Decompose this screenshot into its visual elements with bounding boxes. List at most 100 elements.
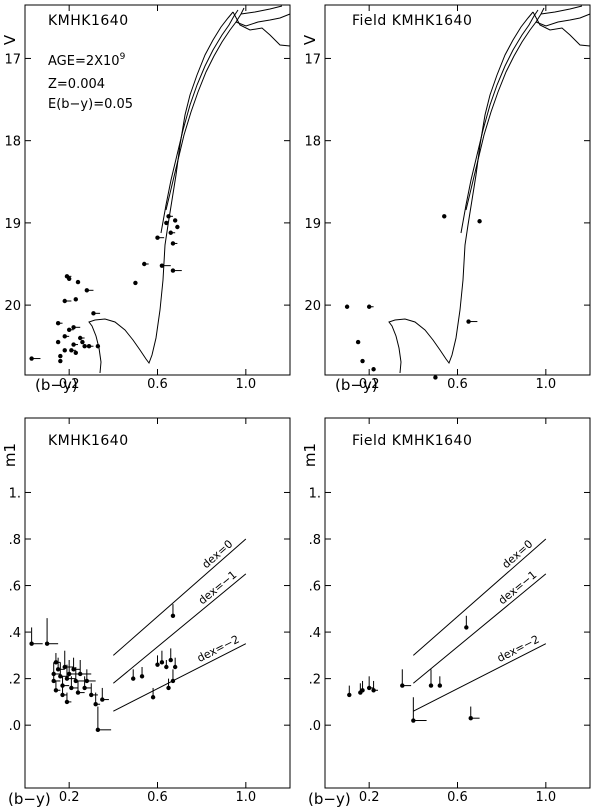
- data-point: [175, 224, 180, 230]
- x-tick-label: 0.2: [59, 377, 80, 392]
- data-point: [78, 335, 83, 341]
- data-point: [164, 664, 169, 670]
- x-tick-label: 1.0: [535, 790, 556, 805]
- y-tick-label: .0: [309, 719, 321, 734]
- y-tick-label: 18: [4, 135, 21, 150]
- data-point: [91, 311, 96, 316]
- dex-line: [413, 573, 547, 684]
- panel-frame: [324, 4, 591, 376]
- data-point: [55, 339, 61, 345]
- data-point: [51, 678, 56, 684]
- data-point: [62, 348, 67, 353]
- data-point: [29, 641, 34, 646]
- data-point: [366, 304, 372, 309]
- dex-line-label: dex=−1: [196, 568, 239, 607]
- dex-line: [413, 643, 547, 712]
- data-point: [86, 344, 92, 349]
- isochrone-tip-3: [540, 5, 583, 15]
- data-point: [58, 674, 63, 679]
- data-point: [73, 297, 78, 302]
- panel-title: KMHK1640: [48, 13, 129, 29]
- data-point: [93, 702, 98, 707]
- isochrone-rgb-2: [165, 7, 245, 211]
- annotation-age-exponent: 9: [120, 52, 126, 62]
- data-point: [166, 214, 171, 219]
- data-point: [95, 344, 101, 349]
- data-point: [150, 695, 156, 700]
- data-point: [71, 342, 76, 347]
- data-point: [69, 685, 74, 691]
- data-point: [428, 683, 434, 688]
- x-tick-label: 0.2: [59, 790, 80, 805]
- dex-line-label: dex=−2: [495, 633, 541, 665]
- data-point: [95, 727, 101, 733]
- y-tick-label: .8: [309, 533, 321, 548]
- data-point: [466, 319, 471, 324]
- data-point: [58, 358, 63, 364]
- y-tick-label: 1.: [9, 486, 21, 501]
- data-point: [142, 261, 147, 267]
- panel-title: Field KMHK1640: [352, 433, 472, 449]
- panel-bottom-left: m1 (b−y) KMHK1640 0.2 0.6 1.0.0.2.4.6.81. …: [1, 417, 291, 808]
- x-tick-label: 0.2: [359, 377, 380, 392]
- data-point: [29, 356, 34, 361]
- axis-ticks: [325, 5, 590, 375]
- y-axis-label: V: [301, 34, 319, 45]
- y-tick-label: 1.: [309, 486, 321, 501]
- data-point: [84, 678, 90, 684]
- data-point: [80, 339, 85, 345]
- data-point: [44, 641, 50, 646]
- data-point: [73, 350, 78, 355]
- panel-title: KMHK1640: [48, 433, 129, 449]
- data-point: [53, 660, 59, 665]
- y-tick-label: 19: [4, 217, 21, 232]
- dex-line: [113, 643, 247, 712]
- data-point: [89, 692, 94, 698]
- isochrone-tip: [232, 11, 291, 47]
- isochrone-tip-3: [240, 5, 283, 15]
- y-tick-label: .6: [9, 580, 21, 595]
- data-point: [371, 688, 376, 693]
- x-axis-label: (b−y): [308, 790, 351, 808]
- data-point: [159, 660, 165, 665]
- dex-line: [113, 573, 247, 684]
- data-point: [468, 715, 473, 721]
- x-axis-label: (b−y): [8, 790, 51, 808]
- data-point: [66, 671, 72, 677]
- annotation-age-text: AGE=2X10: [48, 54, 120, 69]
- data-point: [66, 327, 72, 332]
- data-point: [170, 613, 176, 618]
- data-point: [155, 662, 160, 667]
- y-tick-label: 20: [304, 299, 321, 314]
- data-point: [164, 220, 169, 226]
- data-point: [69, 348, 74, 353]
- x-tick-label: 0.6: [147, 790, 168, 805]
- data-point: [53, 688, 59, 693]
- dex-line-label: dex=−2: [195, 633, 241, 665]
- x-tick-label: 1.0: [535, 377, 556, 392]
- data-point: [84, 288, 90, 293]
- data-point: [62, 298, 67, 304]
- data-point: [170, 268, 176, 273]
- isochrone-rgb-1: [160, 9, 239, 234]
- annotation-metallicity: Z=0.004: [48, 77, 105, 92]
- data-point: [347, 692, 352, 698]
- data-point: [355, 339, 361, 345]
- data-point: [64, 676, 70, 681]
- data-point: [66, 276, 72, 281]
- dex-line: [413, 538, 547, 656]
- data-point: [344, 304, 350, 309]
- dex-line-label: dex=−1: [496, 568, 539, 607]
- data-point: [100, 697, 105, 702]
- axis-tick-labels: 0.2 0.6 1.0 .0 .2 .4 .6 .8 1.: [9, 486, 257, 805]
- data-point: [400, 683, 405, 688]
- isochrone-main: [388, 11, 534, 374]
- x-tick-label: 1.0: [235, 377, 256, 392]
- data-point: [131, 676, 136, 681]
- data-point: [82, 685, 87, 691]
- data-point: [60, 692, 65, 698]
- data-point: [477, 219, 482, 224]
- dex-line-label: dex=0: [200, 537, 236, 571]
- data-points: [29, 214, 182, 364]
- axis-tick-labels: 0.2 0.6 1.0 .0 .2 .4 .6 .8 1.: [309, 486, 557, 805]
